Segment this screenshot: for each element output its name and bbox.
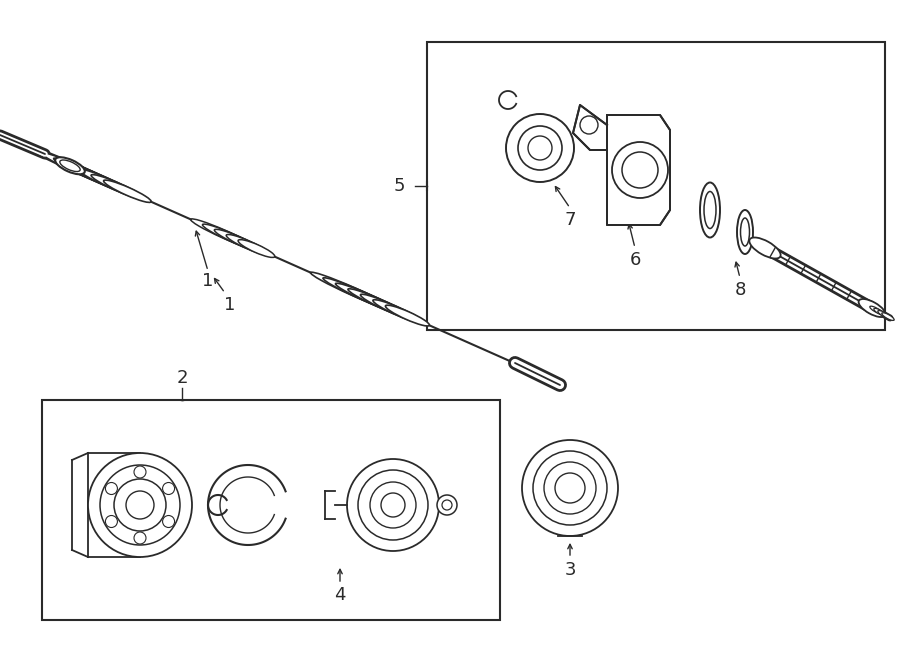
Circle shape xyxy=(347,459,439,551)
Circle shape xyxy=(126,491,154,519)
Circle shape xyxy=(544,462,596,514)
Circle shape xyxy=(134,532,146,544)
Ellipse shape xyxy=(385,305,429,326)
Circle shape xyxy=(518,126,562,170)
Ellipse shape xyxy=(882,313,895,321)
Circle shape xyxy=(555,473,585,503)
Ellipse shape xyxy=(373,299,424,323)
Ellipse shape xyxy=(226,235,270,255)
Ellipse shape xyxy=(878,311,890,318)
Ellipse shape xyxy=(78,169,140,197)
Circle shape xyxy=(528,136,552,160)
Ellipse shape xyxy=(59,160,80,172)
Ellipse shape xyxy=(202,224,261,251)
Bar xyxy=(42,400,500,620)
Circle shape xyxy=(134,466,146,478)
Circle shape xyxy=(114,479,166,531)
Text: 2: 2 xyxy=(176,369,188,387)
Ellipse shape xyxy=(874,309,886,316)
Ellipse shape xyxy=(361,294,418,321)
Text: 4: 4 xyxy=(334,586,346,604)
Ellipse shape xyxy=(214,229,266,253)
Text: 1: 1 xyxy=(202,272,213,290)
Circle shape xyxy=(612,142,668,198)
Ellipse shape xyxy=(700,182,720,237)
Ellipse shape xyxy=(737,210,753,254)
Circle shape xyxy=(580,116,598,134)
Circle shape xyxy=(163,483,175,494)
Circle shape xyxy=(88,453,192,557)
Circle shape xyxy=(100,465,180,545)
Circle shape xyxy=(506,114,574,182)
Circle shape xyxy=(370,482,416,528)
Circle shape xyxy=(105,516,117,527)
Ellipse shape xyxy=(741,218,750,246)
Circle shape xyxy=(533,451,607,525)
Text: 6: 6 xyxy=(629,251,641,269)
Ellipse shape xyxy=(336,283,406,315)
Circle shape xyxy=(381,493,405,517)
Ellipse shape xyxy=(859,299,886,317)
Ellipse shape xyxy=(704,192,716,229)
Ellipse shape xyxy=(310,272,395,310)
Ellipse shape xyxy=(54,158,128,192)
Circle shape xyxy=(437,495,457,515)
Ellipse shape xyxy=(869,306,882,314)
Ellipse shape xyxy=(238,240,274,257)
Ellipse shape xyxy=(91,175,146,200)
Text: 5: 5 xyxy=(393,177,405,195)
Ellipse shape xyxy=(191,219,256,249)
Ellipse shape xyxy=(29,147,116,186)
Ellipse shape xyxy=(66,164,134,194)
Bar xyxy=(427,42,885,330)
Circle shape xyxy=(163,516,175,527)
Polygon shape xyxy=(573,105,607,150)
Text: 3: 3 xyxy=(564,561,576,579)
Text: 1: 1 xyxy=(224,296,236,314)
Ellipse shape xyxy=(750,237,780,258)
Text: 8: 8 xyxy=(734,281,746,299)
Circle shape xyxy=(522,440,618,536)
Polygon shape xyxy=(607,115,670,225)
Ellipse shape xyxy=(55,157,85,175)
Ellipse shape xyxy=(104,180,151,202)
Ellipse shape xyxy=(348,289,412,318)
Circle shape xyxy=(442,500,452,510)
Circle shape xyxy=(105,483,117,494)
Ellipse shape xyxy=(41,153,122,189)
Ellipse shape xyxy=(323,278,400,313)
Text: 7: 7 xyxy=(564,211,576,229)
Circle shape xyxy=(622,152,658,188)
Circle shape xyxy=(358,470,428,540)
